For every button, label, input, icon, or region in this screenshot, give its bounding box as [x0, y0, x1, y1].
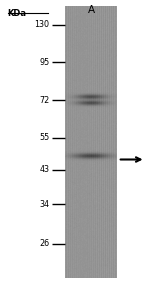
Bar	[117, 0, 150, 290]
Text: 72: 72	[39, 95, 50, 105]
Bar	[0, 278, 150, 290]
Text: 34: 34	[39, 200, 50, 209]
Text: KDa: KDa	[8, 9, 27, 18]
Bar	[0, 0, 65, 290]
Text: 130: 130	[34, 20, 50, 29]
Text: 26: 26	[39, 239, 50, 248]
Bar	[0, 0, 150, 7]
Text: 55: 55	[39, 133, 50, 142]
Text: 43: 43	[39, 165, 50, 174]
Text: A: A	[88, 5, 95, 15]
Text: 95: 95	[39, 58, 50, 67]
